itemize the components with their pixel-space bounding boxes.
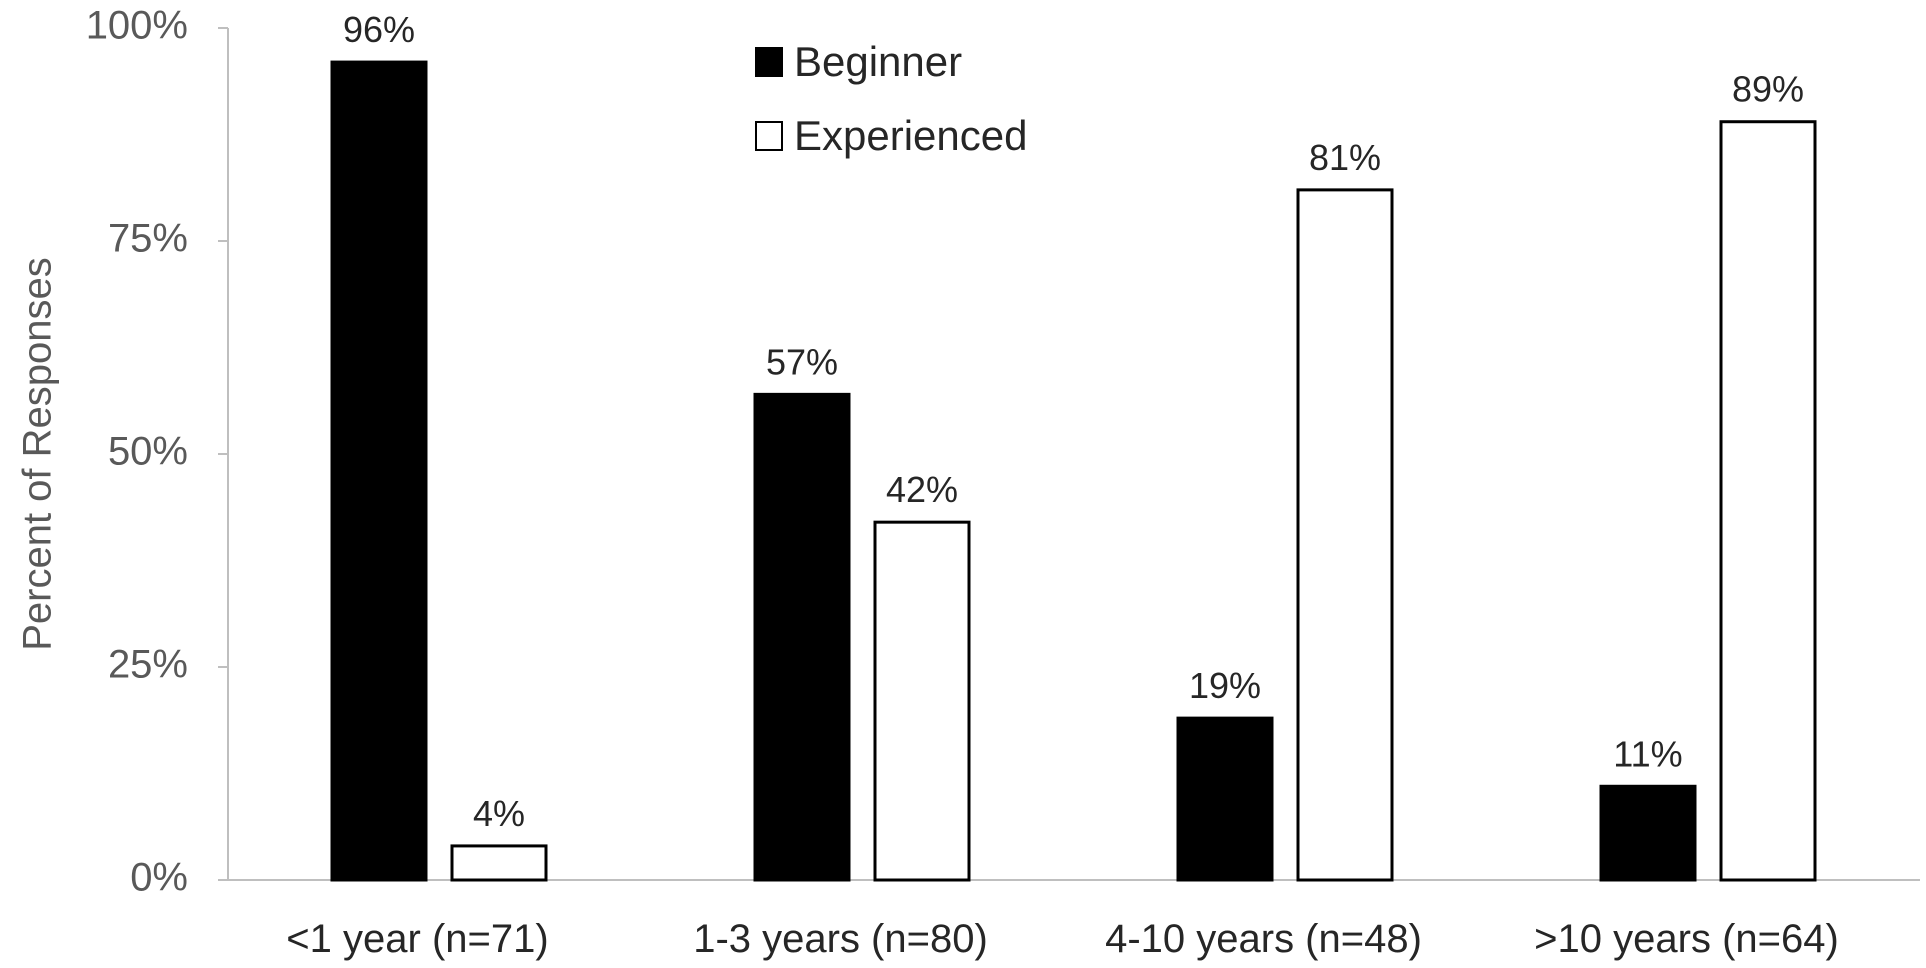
data-label-beginner-1: 57% xyxy=(766,341,838,382)
bar-experienced-2 xyxy=(1296,188,1394,882)
bar-experienced-3 xyxy=(1719,120,1817,882)
data-labels: 96% 4% 57% 42% 19% 81% 11% 89% xyxy=(343,9,1804,834)
bar-beginner-3 xyxy=(1599,784,1697,882)
bars-layer xyxy=(330,60,1817,882)
y-tick-label: 0% xyxy=(130,856,188,900)
y-axis-title: Percent of Responses xyxy=(16,257,60,651)
y-tick-label: 75% xyxy=(108,217,188,261)
data-label-experienced-2: 81% xyxy=(1309,137,1381,178)
data-label-experienced-3: 89% xyxy=(1732,69,1804,110)
bar-beginner-0 xyxy=(330,60,428,882)
legend: Beginner Experienced xyxy=(755,38,1027,159)
category-label: <1 year (n=71) xyxy=(286,917,548,961)
y-tick-label: 50% xyxy=(108,430,188,474)
category-label: >10 years (n=64) xyxy=(1534,917,1839,961)
y-tick-label: 25% xyxy=(108,643,188,687)
bar-beginner-1 xyxy=(753,392,851,882)
category-label: 1-3 years (n=80) xyxy=(693,917,988,961)
data-label-experienced-1: 42% xyxy=(886,469,958,510)
category-label: 4-10 years (n=48) xyxy=(1105,917,1422,961)
data-label-beginner-2: 19% xyxy=(1189,665,1261,706)
legend-label-beginner: Beginner xyxy=(794,38,962,85)
legend-swatch-experienced xyxy=(755,121,783,151)
data-label-beginner-0: 96% xyxy=(343,9,415,50)
bar-beginner-2 xyxy=(1176,716,1274,882)
bar-experienced-1 xyxy=(873,520,971,882)
y-tick-label: 100% xyxy=(86,4,188,48)
bar-experienced-0 xyxy=(450,844,548,882)
y-ticks: 0% 25% 50% 75% 100% xyxy=(86,4,228,900)
category-labels: <1 year (n=71) 1-3 years (n=80) 4-10 years… xyxy=(286,917,1839,961)
legend-swatch-beginner xyxy=(755,47,783,77)
legend-label-experienced: Experienced xyxy=(794,112,1027,159)
data-label-experienced-0: 4% xyxy=(473,793,525,834)
data-label-beginner-3: 11% xyxy=(1613,733,1682,774)
